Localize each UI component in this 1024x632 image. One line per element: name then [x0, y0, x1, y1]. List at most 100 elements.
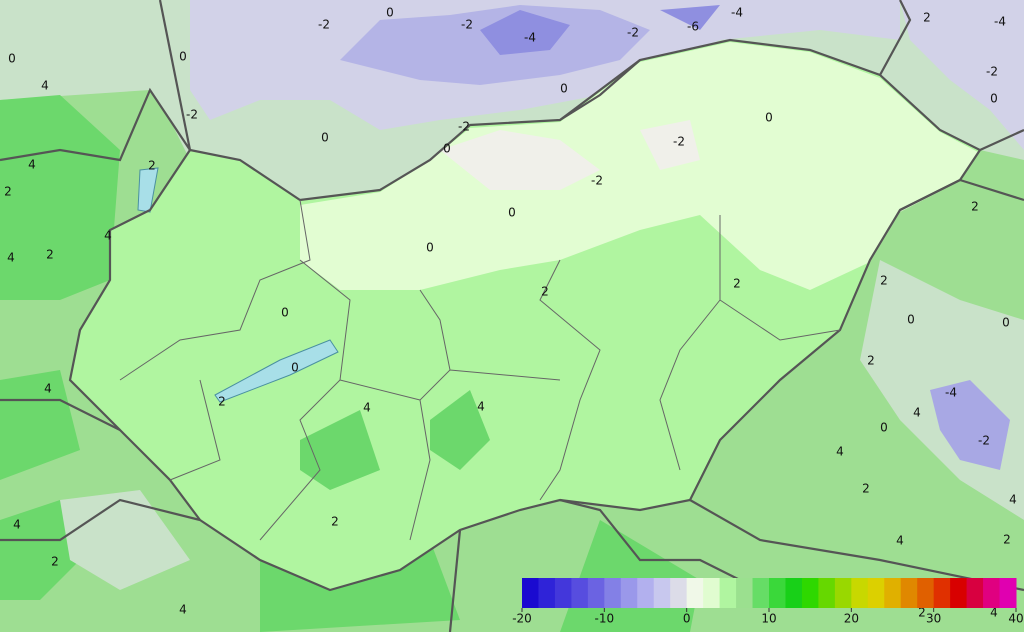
- contour-label: 0: [560, 82, 568, 96]
- colorbar-bin: [950, 578, 968, 608]
- west-warm-region: [0, 95, 120, 600]
- colorbar-bin: [686, 578, 704, 608]
- colorbar-bin: [554, 578, 572, 608]
- north-cool-area: [300, 42, 978, 290]
- colorbar-bin: [933, 578, 951, 608]
- near-zero-area: [440, 120, 700, 190]
- contour-label: -2: [978, 434, 990, 448]
- contour-label: -2: [673, 135, 685, 149]
- colorbar-bin: [670, 578, 688, 608]
- contour-label: 4: [28, 158, 36, 172]
- contour-label: 2: [918, 606, 926, 620]
- contour-label: 4: [363, 401, 371, 415]
- contour-label: 4: [836, 445, 844, 459]
- colorbar-bin: [719, 578, 737, 608]
- contour-label: 0: [426, 241, 434, 255]
- contour-label: 2: [862, 482, 870, 496]
- contour-label: 4: [44, 382, 52, 396]
- contour-label: 2: [4, 185, 12, 199]
- contour-label: 0: [291, 361, 299, 375]
- colorbar-tick-label: 40: [1008, 612, 1023, 626]
- contour-label: -2: [458, 120, 470, 134]
- colorbar-bin: [983, 578, 1001, 608]
- colorbar-bin: [769, 578, 786, 608]
- colorbar-bin: [917, 578, 935, 608]
- contour-label: -2: [318, 18, 330, 32]
- colorbar-tick-label: -10: [595, 612, 615, 626]
- colorbar-bin: [752, 578, 770, 608]
- colorbar-bin: [851, 578, 869, 608]
- colorbar-bin: [884, 578, 902, 608]
- contour-label: 2: [51, 555, 59, 569]
- contour-label: -4: [994, 15, 1006, 29]
- contour-label: 4: [179, 603, 187, 617]
- colorbar-bin: [571, 578, 589, 608]
- contour-label: 4: [104, 229, 112, 243]
- contour-label: 0: [321, 131, 329, 145]
- colorbar-tick-label: 20: [844, 612, 859, 626]
- contour-label: 2: [1003, 533, 1011, 547]
- lake: [137, 167, 339, 403]
- contour-label: 4: [7, 251, 15, 265]
- colorbar-tick-label: 30: [926, 612, 941, 626]
- contour-label: 0: [880, 421, 888, 435]
- contour-label: -6: [687, 20, 699, 34]
- contour-label: 4: [477, 400, 485, 414]
- colorbar-bin: [999, 578, 1017, 608]
- contour-label: 4: [896, 534, 904, 548]
- contour-label: 2: [880, 274, 888, 288]
- contour-label: 2: [46, 248, 54, 262]
- contour-label: 0: [8, 52, 16, 66]
- contour-label: -4: [731, 6, 743, 20]
- warm-spot: [300, 390, 490, 490]
- colorbar-tick-label: 10: [761, 612, 776, 626]
- contour-label: 4: [990, 606, 998, 620]
- contour-label: 0: [281, 306, 289, 320]
- contour-label: 4: [913, 406, 921, 420]
- contour-label: 0: [765, 111, 773, 125]
- colorbar-bin: [900, 578, 918, 608]
- contour-labels: 0 0 -2 0 -2 -4 -2 -6 -4 2 -4 -2 0 0 0 -2 -2 -2 -2 0 0 0 0 2 4 4 2 4…: [4, 6, 1017, 620]
- contour-label: 0: [443, 142, 451, 156]
- contour-label: 4: [1009, 493, 1017, 507]
- contour-label: 2: [541, 285, 549, 299]
- colorbar-bin: [834, 578, 852, 608]
- contour-label: -2: [986, 65, 998, 79]
- contour-label: 2: [923, 11, 931, 25]
- colorbar-tick-label: -20: [512, 612, 532, 626]
- contour-label: -4: [524, 31, 536, 45]
- county-border: [119, 199, 841, 541]
- contour-label: -2: [591, 174, 603, 188]
- ne-cold-region: [900, 0, 1024, 150]
- contour-label: 0: [907, 313, 915, 327]
- colorbar-bin: [604, 578, 622, 608]
- colorbar-bin: [637, 578, 655, 608]
- colorbar-bin: [785, 578, 803, 608]
- contour-label: 2: [148, 159, 156, 173]
- colorbar-bin: [867, 578, 885, 608]
- contour-label: 0: [386, 6, 394, 20]
- contour-label: 2: [733, 277, 741, 291]
- east-cold-region: [930, 380, 1010, 470]
- contour-label: 2: [218, 395, 226, 409]
- contour-label: 2: [867, 354, 875, 368]
- colorbar-bin: [653, 578, 671, 608]
- colorbar-bin: [966, 578, 984, 608]
- contour-label: 4: [13, 518, 21, 532]
- contour-label: 4: [41, 79, 49, 93]
- colorbar-bin: [818, 578, 836, 608]
- contour-label: 0: [990, 92, 998, 106]
- contour-label: 0: [179, 50, 187, 64]
- contour-label: 0: [1002, 316, 1010, 330]
- colorbar-bin: [620, 578, 638, 608]
- coldest-region: [480, 5, 720, 55]
- sw-region: [60, 490, 190, 590]
- colorbar: -20 -10 0 10 20 30 40: [512, 578, 1024, 626]
- colorbar-bin: [801, 578, 819, 608]
- contour-label: -2: [186, 108, 198, 122]
- contour-label: -2: [461, 18, 473, 32]
- contour-label: 2: [971, 200, 979, 214]
- colorbar-bin: [587, 578, 605, 608]
